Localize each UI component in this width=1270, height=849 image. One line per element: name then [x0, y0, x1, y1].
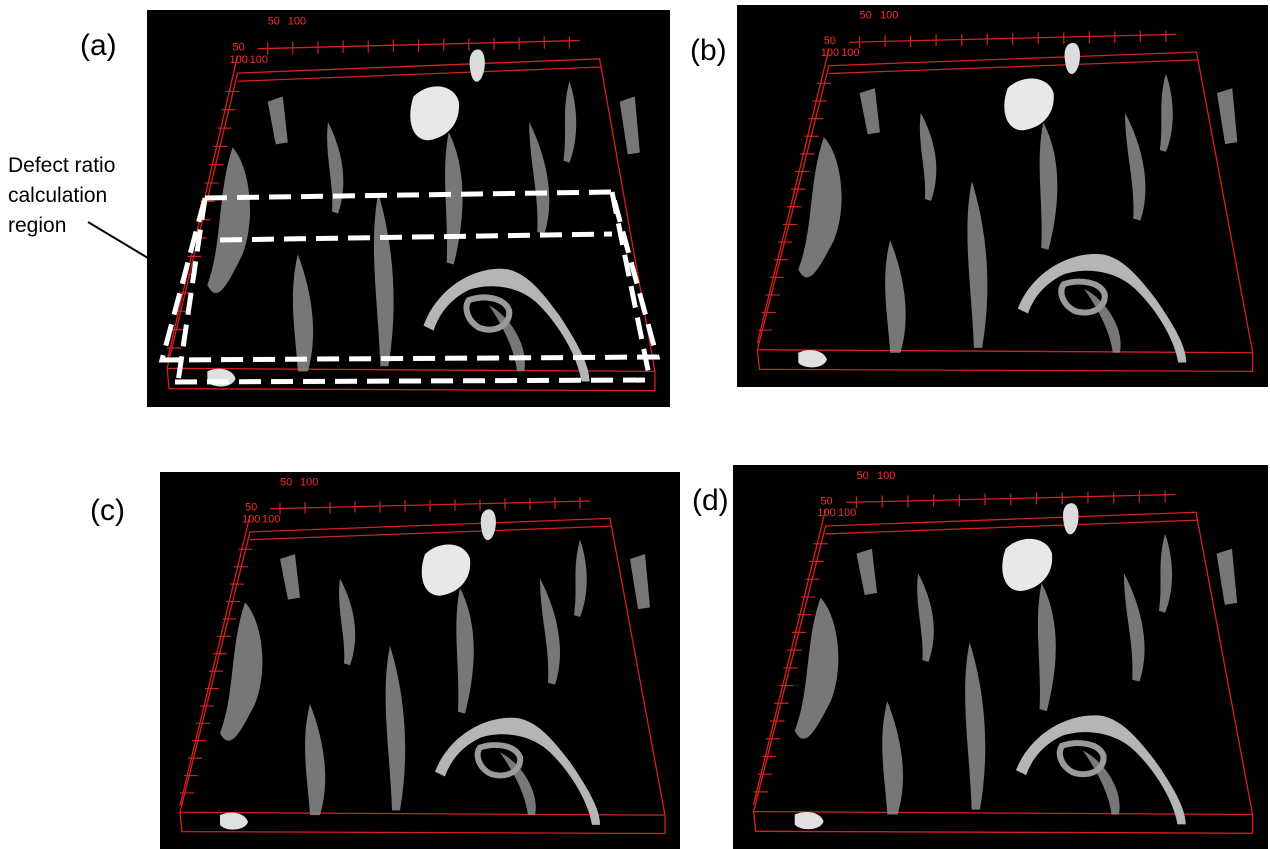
rendering: [160, 472, 680, 849]
axis-label: 100: [877, 470, 895, 482]
panel-label: (d): [692, 484, 729, 517]
axis-label: 100: [821, 47, 839, 59]
axis-label: 50: [856, 470, 868, 482]
annotation-text: Defect ratio: [8, 154, 115, 177]
axis-label: 50: [280, 477, 292, 489]
axis-label: 100: [880, 10, 898, 22]
axis-label: 100: [262, 513, 280, 525]
panel-label: (b): [690, 34, 727, 67]
axis-label: 50: [820, 495, 832, 507]
rendering: [733, 465, 1268, 849]
panel-label: (a): [80, 29, 117, 62]
axis-label: 100: [300, 477, 318, 489]
axis-label: 100: [841, 47, 859, 59]
axis-label: 100: [250, 54, 268, 66]
annotation-text: region: [8, 214, 66, 237]
axis-label: 100: [229, 54, 247, 66]
axis-label: 50: [268, 15, 280, 27]
axis-label: 100: [242, 513, 260, 525]
panel-label: (c): [90, 494, 125, 527]
axis-label: 50: [824, 35, 836, 47]
figure: (a)5010050100100(b)5010050100100(c)50100…: [0, 0, 1270, 849]
axis-label: 50: [232, 42, 244, 54]
rendering: [147, 10, 670, 407]
axis-label: 50: [245, 502, 257, 514]
axis-label: 50: [860, 10, 872, 22]
rendering: [737, 5, 1268, 387]
page: {"panels": [ {"label": "(a)", "axis_labe…: [0, 0, 1270, 849]
axis-label: 100: [838, 507, 856, 519]
annotation-text: calculation: [8, 184, 107, 207]
axis-label: 100: [288, 15, 306, 27]
axis-label: 100: [817, 507, 835, 519]
